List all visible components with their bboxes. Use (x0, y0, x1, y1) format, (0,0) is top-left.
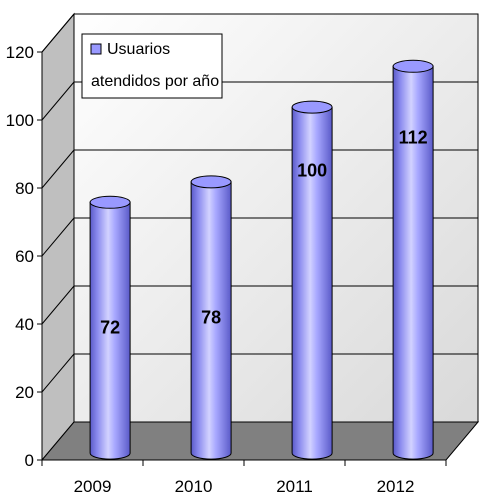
legend: Usuarios atendidos por año (81, 33, 223, 99)
y-tick-label: 60 (15, 247, 34, 266)
x-tick-label: 2009 (74, 477, 112, 495)
data-labels: 72 78 100 112 (100, 128, 428, 338)
x-tick-label: 2010 (175, 477, 213, 495)
bar-2010 (190, 175, 232, 460)
y-tick-label: 100 (6, 111, 34, 130)
legend-swatch (90, 43, 102, 55)
bar-top-cap (291, 100, 333, 114)
bar-2012 (392, 59, 434, 460)
x-tick-label: 2012 (377, 477, 415, 495)
y-tick-label: 120 (6, 43, 34, 62)
bar-body (291, 106, 333, 460)
gridline-diagonal (41, 217, 75, 257)
gridline-diagonal (41, 353, 75, 393)
gridline-diagonal (41, 149, 75, 189)
x-tick-label: 2011 (276, 477, 313, 495)
bar-body (89, 201, 131, 460)
bar-top-cap (89, 195, 131, 209)
data-label-2009: 72 (100, 318, 120, 338)
y-tick-label: 40 (15, 315, 34, 334)
data-label-2012: 112 (399, 128, 428, 148)
y-tick-label: 80 (15, 179, 34, 198)
gridline-diagonal (41, 285, 75, 325)
legend-box (81, 33, 223, 99)
bar-top-cap (392, 59, 434, 73)
y-tick-label: 20 (15, 383, 34, 402)
bar-body (190, 181, 232, 460)
legend-label-line-1: Usuarios (107, 41, 170, 58)
data-label-2010: 78 (201, 308, 221, 328)
gridline-diagonal (41, 13, 75, 53)
bar-2011 (291, 100, 333, 460)
axes: 0 20 40 60 80 100 120 2009 2010 2011 2012 (6, 43, 447, 495)
y-tick-label: 0 (25, 451, 34, 470)
gridline-diagonal (41, 81, 75, 121)
bar-2009 (89, 195, 131, 460)
bar-body (392, 65, 434, 460)
bar-top-cap (190, 175, 232, 189)
legend-label-line-2: atendidos por año (91, 73, 219, 90)
data-label-2011: 100 (297, 160, 327, 180)
bars-series (89, 59, 434, 460)
